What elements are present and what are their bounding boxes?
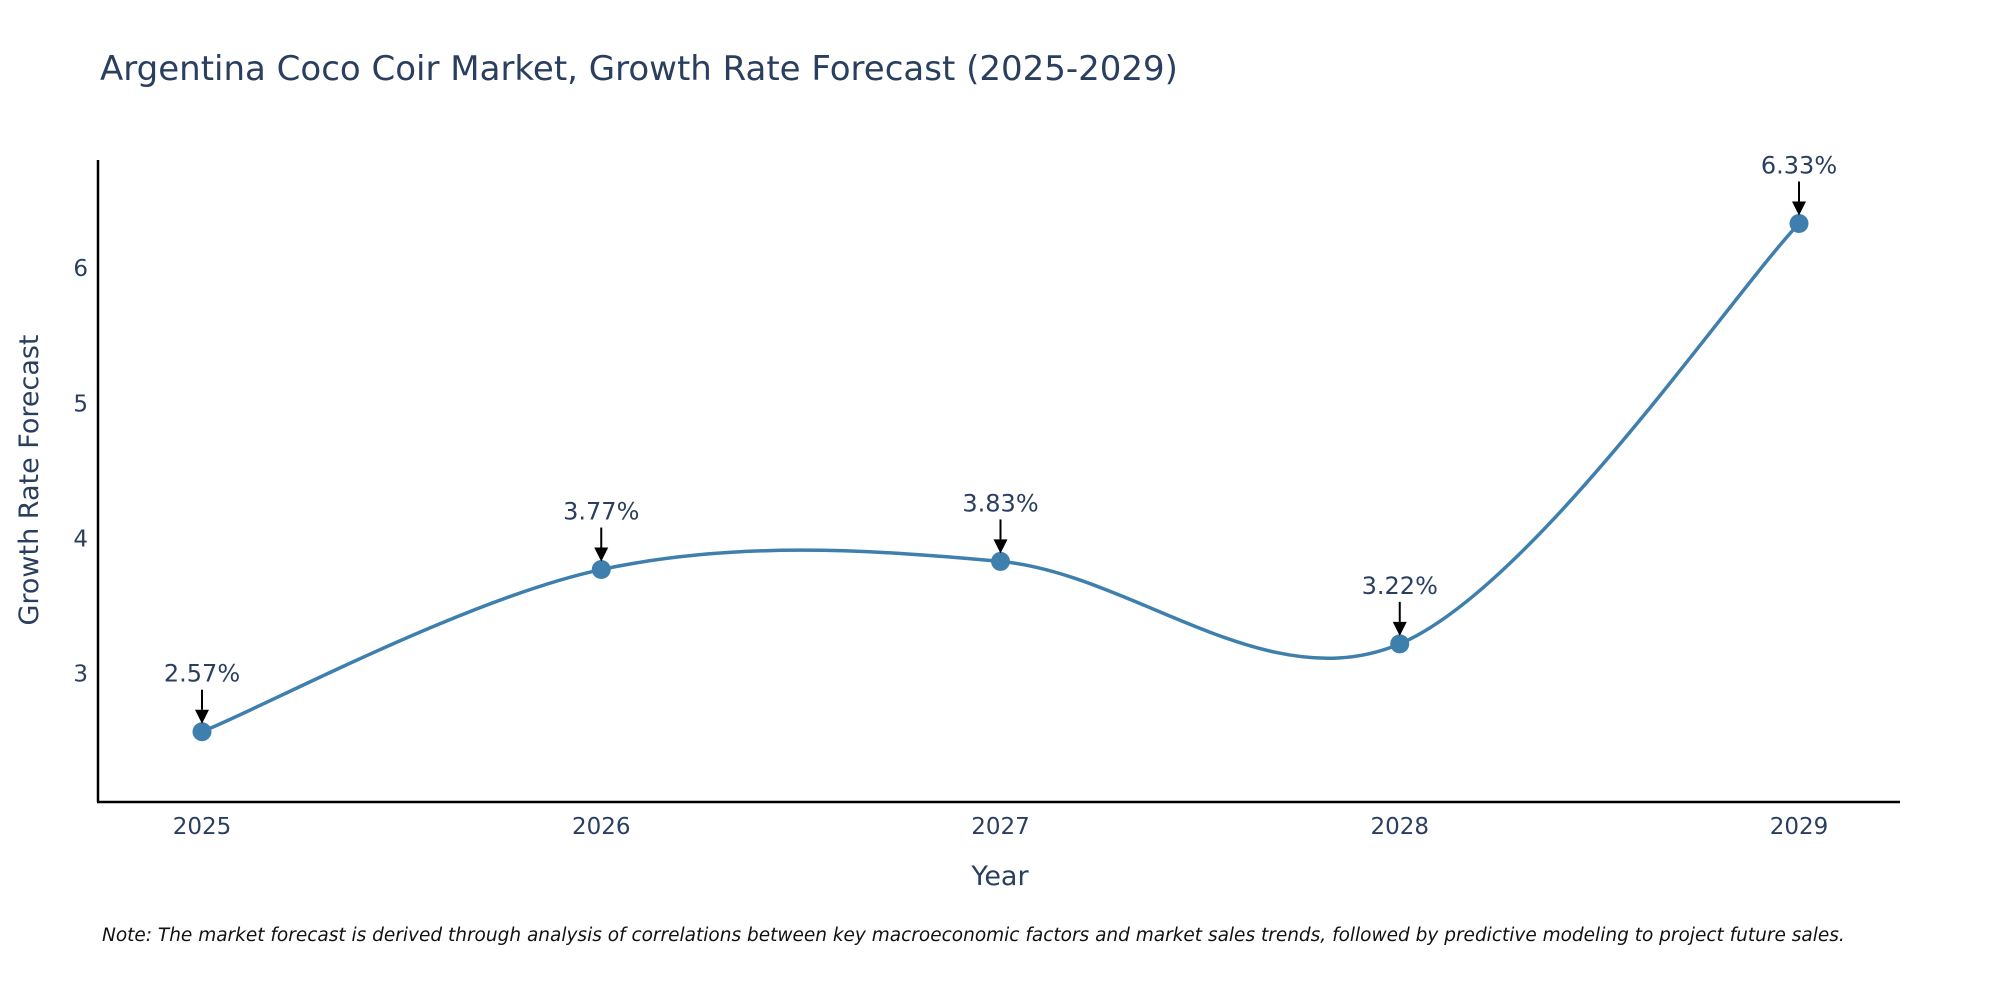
- x-axis-title: Year: [970, 861, 1029, 892]
- y-tick-label: 5: [73, 391, 88, 417]
- annotation-arrow-head: [993, 539, 1008, 554]
- x-tick-label: 2027: [971, 814, 1030, 840]
- data-label: 3.83%: [962, 489, 1038, 517]
- x-tick-label: 2029: [1770, 814, 1829, 840]
- annotation-arrow-head: [195, 709, 209, 724]
- data-point[interactable]: [1789, 214, 1809, 234]
- y-tick-label: 6: [73, 256, 88, 282]
- y-axis-ticks: 3 4 5 6: [73, 256, 88, 687]
- chart-title: Argentina Coco Coir Market, Growth Rate …: [100, 49, 1178, 89]
- y-tick-label: 4: [73, 526, 88, 552]
- annotations-group: 2.57% 3.77% 3.83% 3.22% 6.33%: [164, 152, 1837, 724]
- annotation-arrow-head: [1792, 201, 1806, 216]
- x-tick-label: 2028: [1370, 814, 1429, 840]
- data-label: 3.77%: [563, 498, 639, 526]
- data-label: 3.22%: [1362, 572, 1438, 600]
- series-line: [201, 222, 1801, 734]
- data-point[interactable]: [192, 722, 212, 742]
- data-point[interactable]: [991, 551, 1010, 571]
- annotation-arrow-head: [1392, 621, 1407, 636]
- y-axis-title: Growth Rate Forecast: [14, 334, 45, 625]
- annotation-arrow-head: [594, 547, 609, 562]
- data-point[interactable]: [1390, 634, 1410, 654]
- y-tick-label: 3: [73, 662, 88, 688]
- x-tick-label: 2025: [173, 814, 232, 840]
- series-group: [192, 214, 1809, 742]
- data-label: 6.33%: [1761, 152, 1837, 180]
- x-axis-ticks: 2025 2026 2027 2028 2029: [173, 814, 1829, 840]
- x-tick-label: 2026: [572, 814, 631, 840]
- data-label: 2.57%: [164, 660, 240, 688]
- footnote: Note: The market forecast is derived thr…: [102, 925, 1845, 946]
- data-point[interactable]: [591, 560, 611, 580]
